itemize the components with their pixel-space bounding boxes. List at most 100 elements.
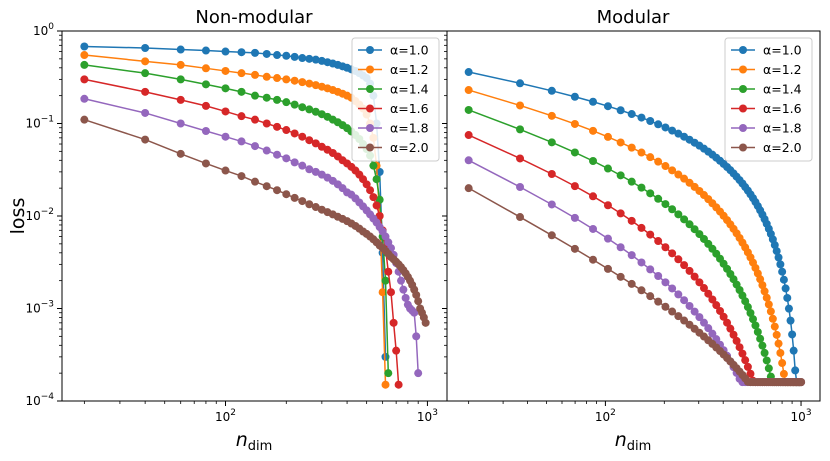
right-data-point bbox=[627, 251, 636, 260]
left-data-point bbox=[290, 193, 299, 202]
left-data-point bbox=[282, 98, 291, 107]
right-data-point bbox=[788, 330, 797, 339]
left-chart-title: Non-modular bbox=[195, 7, 313, 28]
left-panel: 102 103 100 10−1 10−2 10−3 10−4 Non-modular α=… bbox=[25, 7, 448, 424]
left-data-point bbox=[298, 132, 307, 141]
right-data-point bbox=[732, 336, 741, 345]
left-legend-label: α=1.8 bbox=[390, 121, 429, 136]
left-data-point bbox=[372, 175, 381, 184]
right-data-point bbox=[704, 324, 713, 333]
right-data-point bbox=[685, 301, 694, 310]
left-series-line bbox=[84, 78, 400, 385]
right-data-point bbox=[762, 293, 771, 302]
right-data-point bbox=[776, 348, 785, 357]
right-data-point bbox=[770, 241, 779, 250]
left-data-point bbox=[298, 54, 307, 63]
right-data-point bbox=[674, 210, 683, 219]
right-series-1 bbox=[464, 68, 806, 387]
right-chart-title: Modular bbox=[597, 7, 670, 28]
right-data-point bbox=[753, 327, 762, 336]
right-data-point bbox=[547, 170, 556, 179]
left-data-point bbox=[176, 119, 185, 128]
right-data-point bbox=[627, 216, 636, 225]
right-data-point bbox=[464, 156, 473, 165]
right-legend: α=1.0 α=1.2 α=1.4 α=1.6 α=1.8 α=2.0 bbox=[724, 37, 813, 162]
left-data-point bbox=[176, 60, 185, 69]
right-data-point bbox=[756, 334, 765, 343]
right-data-point bbox=[751, 321, 760, 330]
right-data-point bbox=[547, 86, 556, 95]
right-data-point bbox=[758, 281, 767, 290]
left-data-point bbox=[311, 167, 320, 176]
left-data-point bbox=[386, 288, 395, 297]
left-data-point bbox=[305, 165, 314, 174]
right-data-point bbox=[749, 315, 757, 324]
right-data-point bbox=[661, 162, 670, 171]
left-data-point bbox=[262, 119, 271, 128]
left-data-point bbox=[221, 66, 230, 75]
right-data-point bbox=[654, 157, 663, 166]
right-legend-label: α=1.4 bbox=[763, 82, 802, 97]
right-data-point bbox=[627, 279, 636, 288]
right-data-point bbox=[464, 68, 473, 77]
right-legend-marker bbox=[739, 143, 747, 152]
right-legend-marker bbox=[739, 124, 747, 132]
right-series-group bbox=[464, 68, 806, 387]
right-data-point bbox=[695, 313, 704, 322]
right-legend-label: α=1.2 bbox=[763, 62, 802, 77]
right-data-point bbox=[699, 284, 708, 293]
right-data-point bbox=[603, 201, 612, 210]
left-data-point bbox=[282, 75, 291, 84]
right-data-point bbox=[738, 349, 747, 358]
left-y-tick-label: 10−1 bbox=[25, 115, 54, 131]
right-data-point bbox=[758, 341, 767, 350]
left-data-point bbox=[80, 51, 89, 60]
right-data-point bbox=[746, 309, 755, 317]
left-data-point bbox=[282, 51, 291, 60]
right-data-point bbox=[791, 366, 800, 375]
right-data-point bbox=[661, 302, 670, 311]
left-data-point bbox=[176, 95, 185, 104]
right-data-point bbox=[646, 292, 655, 301]
right-data-point bbox=[589, 224, 598, 233]
left-y-tick-label: 10−2 bbox=[25, 207, 54, 223]
left-data-point bbox=[421, 318, 430, 327]
right-data-point bbox=[516, 125, 525, 134]
right-legend-label: α=2.0 bbox=[763, 140, 802, 155]
left-legend-label: α=1.0 bbox=[390, 43, 429, 58]
right-data-point bbox=[797, 378, 806, 387]
right-data-point bbox=[685, 220, 694, 229]
right-legend-label: α=1.6 bbox=[763, 101, 802, 116]
right-data-point bbox=[695, 278, 704, 287]
right-data-point bbox=[516, 183, 525, 191]
right-axes-group: 102 103 bbox=[442, 30, 812, 424]
left-data-point bbox=[201, 64, 210, 73]
right-data-point bbox=[516, 101, 525, 110]
left-data-point bbox=[282, 154, 291, 163]
right-panel: 102 103 Modular α=1.0 α=1.2 α=1.4 α=1.6 α=1.8… bbox=[442, 7, 821, 424]
right-data-point bbox=[704, 289, 713, 298]
right-data-point bbox=[726, 324, 735, 333]
right-data-point bbox=[646, 230, 655, 239]
right-data-point bbox=[637, 258, 646, 267]
right-data-point bbox=[685, 266, 694, 275]
left-data-point bbox=[80, 42, 89, 51]
left-data-point bbox=[237, 48, 246, 57]
right-data-point bbox=[646, 265, 655, 274]
right-data-point bbox=[603, 132, 612, 141]
left-data-point bbox=[273, 95, 282, 104]
left-data-point bbox=[201, 46, 210, 55]
left-data-point bbox=[273, 186, 282, 195]
left-data-point bbox=[282, 190, 291, 199]
left-data-point bbox=[414, 297, 423, 306]
left-data-point bbox=[381, 380, 390, 389]
right-data-point bbox=[616, 209, 625, 218]
right-data-point bbox=[746, 369, 755, 378]
left-data-point bbox=[221, 107, 230, 116]
right-data-point bbox=[570, 119, 579, 128]
right-data-point bbox=[772, 330, 781, 339]
left-data-point bbox=[362, 180, 371, 189]
right-data-point bbox=[616, 243, 625, 252]
left-data-point bbox=[384, 267, 393, 276]
left-data-point bbox=[414, 369, 423, 378]
